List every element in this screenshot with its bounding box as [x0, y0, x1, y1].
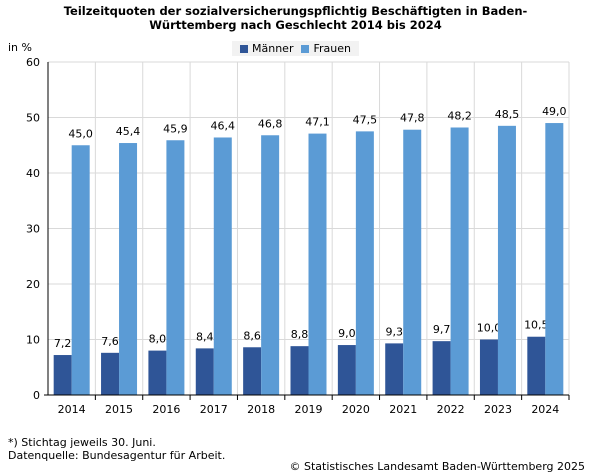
y-tick-label-20: 20 — [26, 278, 40, 291]
data-label-frauen-2020: 47,5 — [353, 113, 378, 126]
data-label-maenner-2020: 9,0 — [338, 327, 356, 340]
y-tick-label-0: 0 — [33, 389, 40, 402]
bar-maenner-2020 — [337, 345, 356, 395]
x-tick-label-2022: 2022 — [437, 403, 465, 416]
bar-maenner-2021 — [385, 343, 404, 395]
data-label-maenner-2023: 10,0 — [477, 322, 502, 335]
data-label-frauen-2015: 45,4 — [116, 125, 141, 138]
legend-swatch-frauen — [301, 44, 310, 53]
legend-label-maenner: Männer — [252, 42, 294, 55]
data-label-maenner-2022: 9,7 — [433, 323, 451, 336]
bar-frauen-2022 — [450, 127, 469, 396]
legend-item-maenner: Männer — [240, 42, 293, 55]
chart-title-line-2: Württemberg nach Geschlecht 2014 bis 202… — [149, 18, 442, 32]
y-tick-label-40: 40 — [26, 167, 40, 180]
y-tick-label-10: 10 — [26, 334, 40, 347]
copyright: © Statistisches Landesamt Baden-Württemb… — [289, 460, 585, 473]
x-tick-label-2020: 2020 — [342, 403, 370, 416]
x-tick-label-2021: 2021 — [389, 403, 417, 416]
x-tick-label-2016: 2016 — [152, 403, 180, 416]
data-label-frauen-2019: 47,1 — [305, 116, 330, 129]
bar-frauen-2018 — [261, 135, 280, 395]
bar-maenner-2024 — [527, 336, 546, 395]
data-label-frauen-2022: 48,2 — [447, 109, 472, 122]
bar-frauen-2021 — [403, 129, 422, 395]
data-label-frauen-2017: 46,4 — [211, 119, 236, 132]
footnote-datenquelle: Datenquelle: Bundesagentur für Arbeit. — [8, 449, 226, 462]
bar-frauen-2015 — [119, 143, 138, 395]
x-tick-label-2024: 2024 — [531, 403, 559, 416]
x-tick-label-2023: 2023 — [484, 403, 512, 416]
bar-maenner-2014 — [53, 355, 72, 395]
x-tick-label-2014: 2014 — [58, 403, 86, 416]
x-tick-label-2018: 2018 — [247, 403, 275, 416]
chart-title-line-1: Teilzeitquoten der sozialversicherungspf… — [63, 4, 528, 18]
bar-frauen-2014 — [71, 145, 90, 395]
legend-box: Männer Frauen — [232, 41, 359, 56]
y-axis-label: in % — [8, 41, 32, 54]
data-label-maenner-2019: 8,8 — [291, 328, 309, 341]
bar-maenner-2018 — [243, 347, 262, 395]
data-label-maenner-2017: 8,4 — [196, 330, 214, 343]
legend-item-frauen: Frauen — [301, 42, 351, 55]
bar-frauen-2016 — [166, 140, 185, 395]
y-tick-label-30: 30 — [26, 223, 40, 236]
x-tick-label-2019: 2019 — [295, 403, 323, 416]
data-label-maenner-2021: 9,3 — [385, 325, 403, 338]
data-label-frauen-2014: 45,0 — [68, 127, 93, 140]
legend-swatch-maenner — [240, 44, 248, 53]
data-label-frauen-2018: 46,8 — [258, 117, 283, 130]
data-label-maenner-2015: 7,6 — [101, 335, 119, 348]
data-label-frauen-2021: 47,8 — [400, 112, 425, 125]
data-label-maenner-2018: 8,6 — [243, 329, 261, 342]
bar-frauen-2020 — [355, 131, 374, 395]
bar-frauen-2017 — [213, 137, 232, 396]
bar-frauen-2024 — [545, 123, 564, 396]
legend-label-frauen: Frauen — [313, 42, 351, 55]
y-tick-label-50: 50 — [26, 112, 40, 125]
data-label-frauen-2024: 49,0 — [542, 105, 567, 118]
chart-title: Teilzeitquoten der sozialversicherungspf… — [0, 4, 591, 32]
bar-maenner-2015 — [101, 352, 120, 395]
footnote-stichtag: *) Stichtag jeweils 30. Juni. — [8, 436, 156, 449]
x-tick-label-2015: 2015 — [105, 403, 133, 416]
data-label-frauen-2016: 45,9 — [163, 122, 188, 135]
legend: Männer Frauen — [0, 41, 591, 56]
bar-maenner-2019 — [290, 346, 309, 395]
data-label-frauen-2023: 48,5 — [495, 108, 520, 121]
bar-maenner-2023 — [479, 339, 498, 395]
bar-maenner-2022 — [432, 341, 451, 395]
bar-maenner-2017 — [195, 348, 214, 395]
data-label-maenner-2016: 8,0 — [149, 333, 167, 346]
x-tick-label-2017: 2017 — [200, 403, 228, 416]
bar-maenner-2016 — [148, 350, 167, 395]
data-label-maenner-2014: 7,2 — [54, 337, 72, 350]
data-label-maenner-2024: 10,5 — [524, 319, 549, 332]
bar-frauen-2019 — [308, 133, 327, 395]
y-tick-label-60: 60 — [26, 56, 40, 69]
bar-frauen-2023 — [497, 125, 516, 395]
